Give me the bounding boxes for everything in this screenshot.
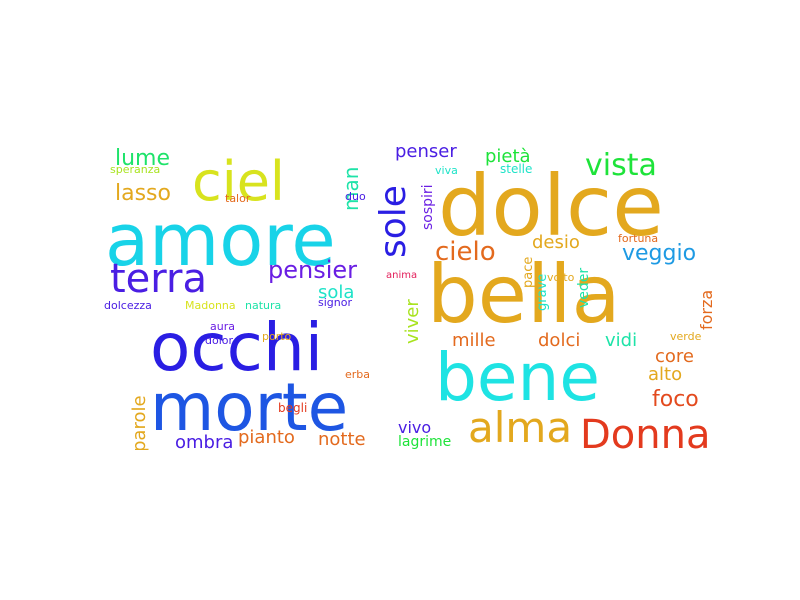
word-vista: vista — [585, 148, 657, 183]
word-begli: begli — [278, 401, 307, 415]
word-lume: lume — [115, 146, 170, 171]
word-desio: desio — [532, 232, 580, 253]
word-terra: terra — [110, 256, 207, 302]
word-mille: mille — [452, 330, 496, 351]
word-stelle: stelle — [500, 162, 532, 176]
word-parole: parole — [129, 395, 150, 450]
word-sola: sola — [318, 282, 354, 303]
word-penser: penser — [395, 141, 457, 162]
word-pianto: pianto — [238, 427, 295, 448]
word-notte: notte — [318, 429, 366, 450]
word-lagrime: lagrime — [398, 434, 451, 450]
word-viver: viver — [402, 299, 423, 344]
word-amore: amore — [105, 198, 336, 282]
word-core: core — [655, 346, 694, 367]
word-aura: aura — [210, 320, 235, 333]
word-sole: sole — [373, 185, 414, 258]
word-lasso: lasso — [115, 181, 171, 206]
word-verde: verde — [670, 330, 702, 343]
word-natura: natura — [245, 299, 281, 312]
word-porto: porto — [262, 330, 292, 343]
word-donna: Donna — [580, 412, 711, 450]
word-dolci: dolci — [538, 330, 580, 351]
word-talor: talor — [225, 192, 251, 205]
word-erba: erba — [345, 368, 370, 381]
word-bella: bella — [427, 248, 620, 341]
word-duo: duo — [345, 190, 366, 203]
word-forza: forza — [697, 290, 716, 330]
word-vidi: vidi — [605, 330, 637, 351]
word-occhi: occhi — [150, 309, 323, 386]
word-dolcezza: dolcezza — [104, 299, 152, 312]
word-sospiri: sospiri — [420, 184, 436, 230]
word-volto: volto — [547, 271, 575, 284]
word-man: man — [339, 167, 363, 211]
word-veggio: veggio — [622, 241, 696, 266]
word-alto: alto — [648, 364, 682, 385]
word-ciel: ciel — [192, 150, 285, 213]
word-speranza: speranza — [110, 163, 160, 176]
word-dolce: dolce — [438, 157, 664, 255]
word-signor: signor — [318, 296, 352, 309]
word-viva: viva — [435, 164, 458, 177]
word-dolor: dolor — [205, 334, 233, 347]
word-veder: veder — [576, 268, 592, 308]
word-anima: anima — [386, 270, 417, 281]
word-vivo: vivo — [398, 418, 431, 437]
word-bene: bene — [435, 339, 600, 416]
word-cielo: cielo — [435, 237, 496, 267]
word-pace: pace — [521, 257, 536, 288]
word-madonna: Madonna — [185, 299, 236, 312]
word-foco: foco — [652, 387, 699, 412]
word-morte: morte — [150, 369, 348, 446]
word-fortuna: fortuna — [618, 232, 658, 245]
word-alma: alma — [468, 403, 572, 450]
word-pensier: pensier — [268, 256, 357, 284]
word-grave: grave — [535, 274, 550, 311]
word-cloud: dolce bella amore bene occhi morte ciel terra Do… — [100, 130, 720, 450]
word-ombra: ombra — [175, 432, 233, 450]
word-piet-: pietà — [485, 146, 531, 167]
